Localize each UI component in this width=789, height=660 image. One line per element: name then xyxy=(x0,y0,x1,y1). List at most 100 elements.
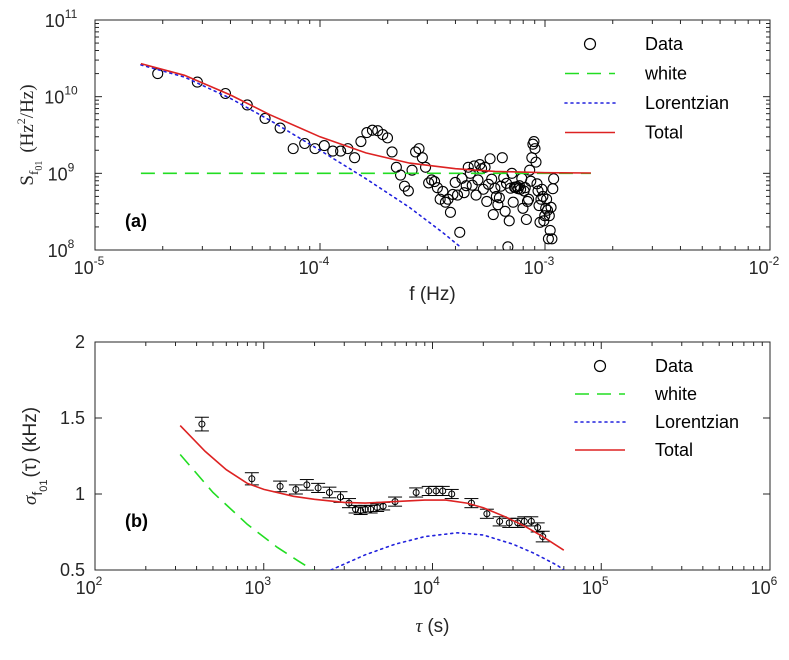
panel-a-series-data-point xyxy=(507,196,519,208)
panel-a-y-tick-label: 109 xyxy=(48,160,75,184)
panel-a-label: (a) xyxy=(125,211,147,231)
data-marker xyxy=(527,517,535,525)
panel-a-series-data-point xyxy=(545,201,557,213)
data-marker xyxy=(520,517,528,525)
panel-a-series-data-point xyxy=(524,164,536,176)
panel-a-legend-data-marker xyxy=(583,37,597,51)
panel-a-series-data-point xyxy=(451,189,464,201)
panel-a-legend-data-label: Data xyxy=(645,34,684,54)
data-marker xyxy=(367,505,375,513)
panel-a-chart: 10-5 10-4 10-3 10-2 108 109 1010 1011 f (Hz) Sf01… xyxy=(14,7,780,305)
panel-a-x-tick-label: 10-5 xyxy=(74,254,105,278)
panel-a-legend-white-label: white xyxy=(644,64,687,84)
panel-a-series-data-point xyxy=(439,196,451,208)
panel-a-series-data-point xyxy=(472,174,484,186)
data-marker xyxy=(425,487,433,495)
data-marker xyxy=(337,493,345,501)
panel-b-x-tick-label: 106 xyxy=(751,574,778,598)
panel-a-series-data-point xyxy=(287,143,299,155)
panel-a-series-data-point xyxy=(462,161,474,173)
panel-a-series-data-point xyxy=(489,182,501,194)
panel-a-series-data-point xyxy=(520,213,532,226)
panel-a-series-data-point xyxy=(541,204,554,216)
panel-a-x-tick-label: 10-2 xyxy=(749,254,780,278)
panel-a-y-tick-label: 1011 xyxy=(45,7,78,31)
panel-a-series-data-point xyxy=(533,199,545,212)
panel-a-series-data-point xyxy=(423,177,435,189)
panel-a-series-data-point xyxy=(259,112,271,124)
panel-a-series-data-point xyxy=(309,143,321,155)
panel-a-series-data-point xyxy=(381,132,394,144)
panel-b-series-data-point xyxy=(535,530,550,543)
panel-a-series-data-point xyxy=(402,185,414,197)
panel-a-series-data-point xyxy=(274,122,286,134)
panel-b-series-data-point xyxy=(299,479,314,491)
panel-a-series-data-point xyxy=(481,195,493,207)
panel-b-series-data-point xyxy=(322,486,337,499)
panel-b-series-data-point xyxy=(530,522,545,533)
panel-a-x-tick-label: 10-3 xyxy=(524,254,555,278)
panel-b-series-data-point xyxy=(524,516,539,527)
panel-b-y-tick-label: 1.5 xyxy=(60,408,85,428)
panel-a-legend-lorentzian-label: Lorentzian xyxy=(645,93,729,113)
panel-b-legend-data-marker xyxy=(593,359,607,373)
panel-a-series-total-line xyxy=(140,62,591,174)
data-marker xyxy=(534,523,542,531)
panel-a-series-data-point xyxy=(349,152,361,164)
panel-a-series-data-point xyxy=(431,182,443,194)
panel-a-series-data-point xyxy=(546,233,558,245)
panel-a-series-data-point xyxy=(390,161,402,173)
panel-a-series-data-point xyxy=(517,202,529,214)
panel-a-y-axis-title: Sf01(Hz2/Hz) xyxy=(14,84,45,185)
data-marker xyxy=(314,484,322,492)
panel-a-plot-frame xyxy=(94,19,771,251)
data-marker xyxy=(276,482,284,490)
data-marker xyxy=(496,517,504,525)
panel-a-series-data-point xyxy=(366,124,378,136)
data-marker xyxy=(432,487,440,495)
data-marker xyxy=(248,475,256,483)
panel-a-series-data-point xyxy=(419,161,432,173)
data-marker xyxy=(505,519,513,527)
panel-a-series-data-point xyxy=(454,226,466,238)
panel-a-series-data-point xyxy=(519,182,531,194)
panel-a-series-data-point xyxy=(327,145,339,157)
panel-b-series-total-line xyxy=(179,425,565,551)
panel-a-series-data-point xyxy=(528,135,540,148)
panel-b-series-data-point xyxy=(409,487,424,498)
panel-a-series-data-point xyxy=(543,210,555,222)
data-marker xyxy=(379,502,387,510)
panel-a-y-tick-label: 1010 xyxy=(44,84,78,108)
panel-a-series-data-point xyxy=(361,127,373,139)
panel-b-y-axis-title: σf01(τ)(kHz) xyxy=(20,407,50,505)
panel-a-series-data-point xyxy=(540,202,552,214)
panel-a-series-data-point xyxy=(487,208,499,221)
data-marker xyxy=(352,505,360,513)
panel-b-series-data-point xyxy=(273,480,288,493)
panel-a-series-data-point xyxy=(530,156,542,168)
panel-a-series-data-point xyxy=(537,190,549,202)
data-marker xyxy=(361,505,369,513)
data-marker xyxy=(325,488,333,496)
panel-a-series-data-point xyxy=(548,173,560,185)
data-marker xyxy=(539,533,547,541)
panel-a-x-tick-label: 10-4 xyxy=(299,254,330,278)
panel-a-series-data-point xyxy=(523,193,535,205)
panel-b-series-data-point xyxy=(435,485,450,497)
panel-b-series-data-point xyxy=(421,485,436,497)
panel-b-series-lorentzian-line xyxy=(330,531,565,570)
panel-a-series-data-point xyxy=(470,189,482,201)
panel-a-series-data-point xyxy=(416,152,428,164)
panel-a-series-data-point xyxy=(318,140,330,152)
panel-a-series-data-point xyxy=(458,187,470,199)
panel-a-series-data-point xyxy=(444,206,457,218)
panel-a-x-axis-title: f (Hz) xyxy=(409,284,455,305)
panel-a-series-data-point xyxy=(434,193,446,205)
data-marker xyxy=(439,487,447,495)
panel-b-plot-area xyxy=(179,416,565,570)
panel-b-x-tick-label: 104 xyxy=(413,574,440,598)
data-marker xyxy=(357,507,365,515)
panel-b-legend-data-label: Data xyxy=(655,356,694,376)
panel-a-series-data-point xyxy=(503,215,515,227)
panel-a-series-data-point xyxy=(386,146,398,158)
